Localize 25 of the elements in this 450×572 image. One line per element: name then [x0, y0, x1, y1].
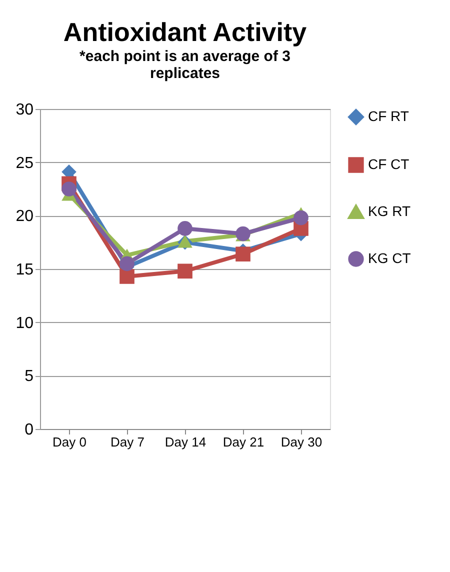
point [120, 256, 134, 272]
y-tick-label: 20 [16, 208, 34, 226]
y-tick-label: 0 [24, 422, 34, 438]
y-tick-label: 5 [24, 368, 34, 386]
legend-label: CF CT [368, 156, 410, 172]
point [178, 221, 192, 236]
x-tick-label: Day 30 [280, 434, 322, 450]
y-tick-label: 25 [16, 154, 34, 172]
chart-subtitle: *each point is an average of 3 replicates [80, 48, 290, 82]
legend-label: KG CT [368, 250, 412, 266]
point [178, 264, 192, 279]
y-tick-label: 15 [16, 262, 34, 278]
y-tick-label: 30 [16, 102, 34, 118]
legend-label: KG RT [368, 203, 411, 219]
y-tick-label: 10 [16, 314, 34, 332]
point [120, 269, 134, 284]
x-tick-label: Day 14 [164, 434, 206, 450]
point [62, 182, 76, 196]
chart-title: Antioxidant Activity [63, 17, 308, 47]
point [236, 246, 250, 262]
legend-label: CF RT [368, 108, 410, 124]
point [294, 210, 308, 226]
x-tick-label: Day 7 [110, 434, 144, 450]
x-tick-label: Day 0 [52, 434, 86, 450]
x-tick-label: Day 21 [222, 434, 264, 450]
